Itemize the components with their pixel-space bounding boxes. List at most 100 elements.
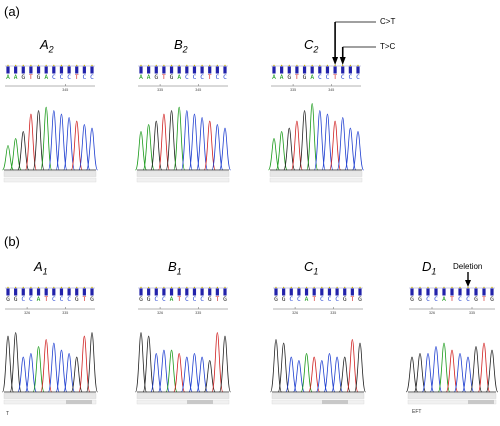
base-call-bar (208, 288, 212, 296)
base-letter: G (14, 296, 18, 303)
trace-peak (63, 117, 75, 171)
quality-dot (342, 64, 344, 67)
quality-dot (319, 64, 321, 67)
trace-peak (453, 353, 467, 393)
tick-label: 326 (292, 311, 298, 315)
quality-dot (193, 286, 196, 289)
trace-peak (180, 356, 193, 393)
base-letter: C (223, 74, 227, 81)
base-call-bar (52, 66, 56, 74)
base-letter: G (474, 296, 478, 303)
quality-dot (351, 286, 354, 289)
trace-peak (188, 353, 201, 393)
base-call-bar (304, 288, 309, 296)
base-call-bar (418, 288, 422, 296)
scroll-band (407, 399, 497, 405)
trace-peak (180, 110, 193, 171)
base-letter: C (200, 74, 204, 81)
scroll-band (136, 177, 230, 183)
tick-label: 335 (469, 311, 475, 315)
base-letter: C (67, 296, 71, 303)
trace-peak (173, 106, 186, 171)
base-letter: A (305, 296, 309, 303)
base-call-bar (318, 66, 322, 74)
base-letter: C (154, 296, 158, 303)
quality-dot (443, 286, 445, 289)
sample-label-d1: D1 (422, 259, 437, 277)
quality-dot (163, 286, 165, 289)
base-letter: C (200, 296, 204, 303)
trace-peak (9, 332, 22, 393)
base-letter: A (37, 296, 41, 303)
base-letter: A (177, 74, 181, 81)
base-call-bar (274, 288, 278, 296)
trace-peak (142, 335, 155, 393)
quality-dot (336, 286, 338, 289)
trace-peak (300, 353, 313, 393)
base-call-bar (282, 288, 286, 296)
trace-peak (413, 353, 427, 393)
sample-label-b2: B2 (174, 37, 188, 55)
base-call-bar (154, 288, 158, 296)
base-call-bar (192, 66, 197, 74)
trace-peak (173, 353, 186, 393)
base-letter: C (335, 296, 339, 303)
trace-peak (283, 127, 296, 171)
base-call-bar (325, 66, 330, 74)
quality-dot (170, 64, 173, 67)
quality-dot (326, 64, 329, 67)
base-letter: T (350, 296, 354, 303)
trace-peak (150, 120, 163, 171)
base-letter: G (287, 74, 291, 81)
base-letter: C (326, 74, 330, 81)
arrowhead-c-to-t (332, 57, 339, 65)
quality-dot (91, 64, 93, 67)
quality-dot (147, 64, 150, 67)
base-letter: A (44, 74, 48, 81)
base-letter: C (426, 296, 430, 303)
base-call-bar (82, 288, 86, 296)
tick-label: 335 (62, 311, 68, 315)
base-call-bar (327, 288, 332, 296)
base-call-bar (215, 288, 219, 296)
trace-peak (331, 356, 343, 393)
annotation-c-to-t: C>T (380, 17, 396, 26)
quality-dot (357, 64, 359, 67)
base-letter: A (170, 296, 174, 303)
trace-peak (211, 332, 224, 393)
trace-peak (275, 131, 288, 171)
quality-dot (14, 64, 17, 67)
base-letter: T (162, 74, 166, 81)
base-call-bar (320, 288, 324, 296)
base-letter: C (458, 296, 462, 303)
tick-label: 335 (195, 311, 201, 315)
trace-peak (32, 110, 45, 171)
base-call-bar (67, 288, 71, 296)
base-call-bar (75, 288, 79, 296)
base-call-bar (21, 66, 25, 74)
base-call-bar (44, 288, 48, 296)
trace-peak (285, 356, 298, 393)
base-call-bar (341, 66, 345, 74)
trace-peak (306, 103, 319, 171)
panel-label-b: (b) (4, 234, 20, 249)
quality-dot (178, 64, 180, 67)
quality-dot (30, 64, 32, 67)
base-call-bar (147, 66, 151, 74)
trace-peak (298, 110, 311, 171)
base-letter: C (193, 296, 197, 303)
trace-footer-text-a1: T (6, 411, 10, 417)
base-letter: T (482, 296, 486, 303)
trace-peak (135, 131, 147, 171)
base-letter: C (67, 74, 71, 81)
scroll-thumb (187, 400, 213, 404)
quality-dot (60, 286, 63, 289)
trace-peak (165, 110, 178, 171)
quality-dot (209, 286, 211, 289)
base-letter: G (274, 296, 278, 303)
base-call-bar (310, 66, 314, 74)
trace-peak (17, 356, 30, 393)
scroll-band (3, 177, 97, 183)
base-call-bar (466, 288, 470, 296)
base-call-bar (147, 288, 151, 296)
